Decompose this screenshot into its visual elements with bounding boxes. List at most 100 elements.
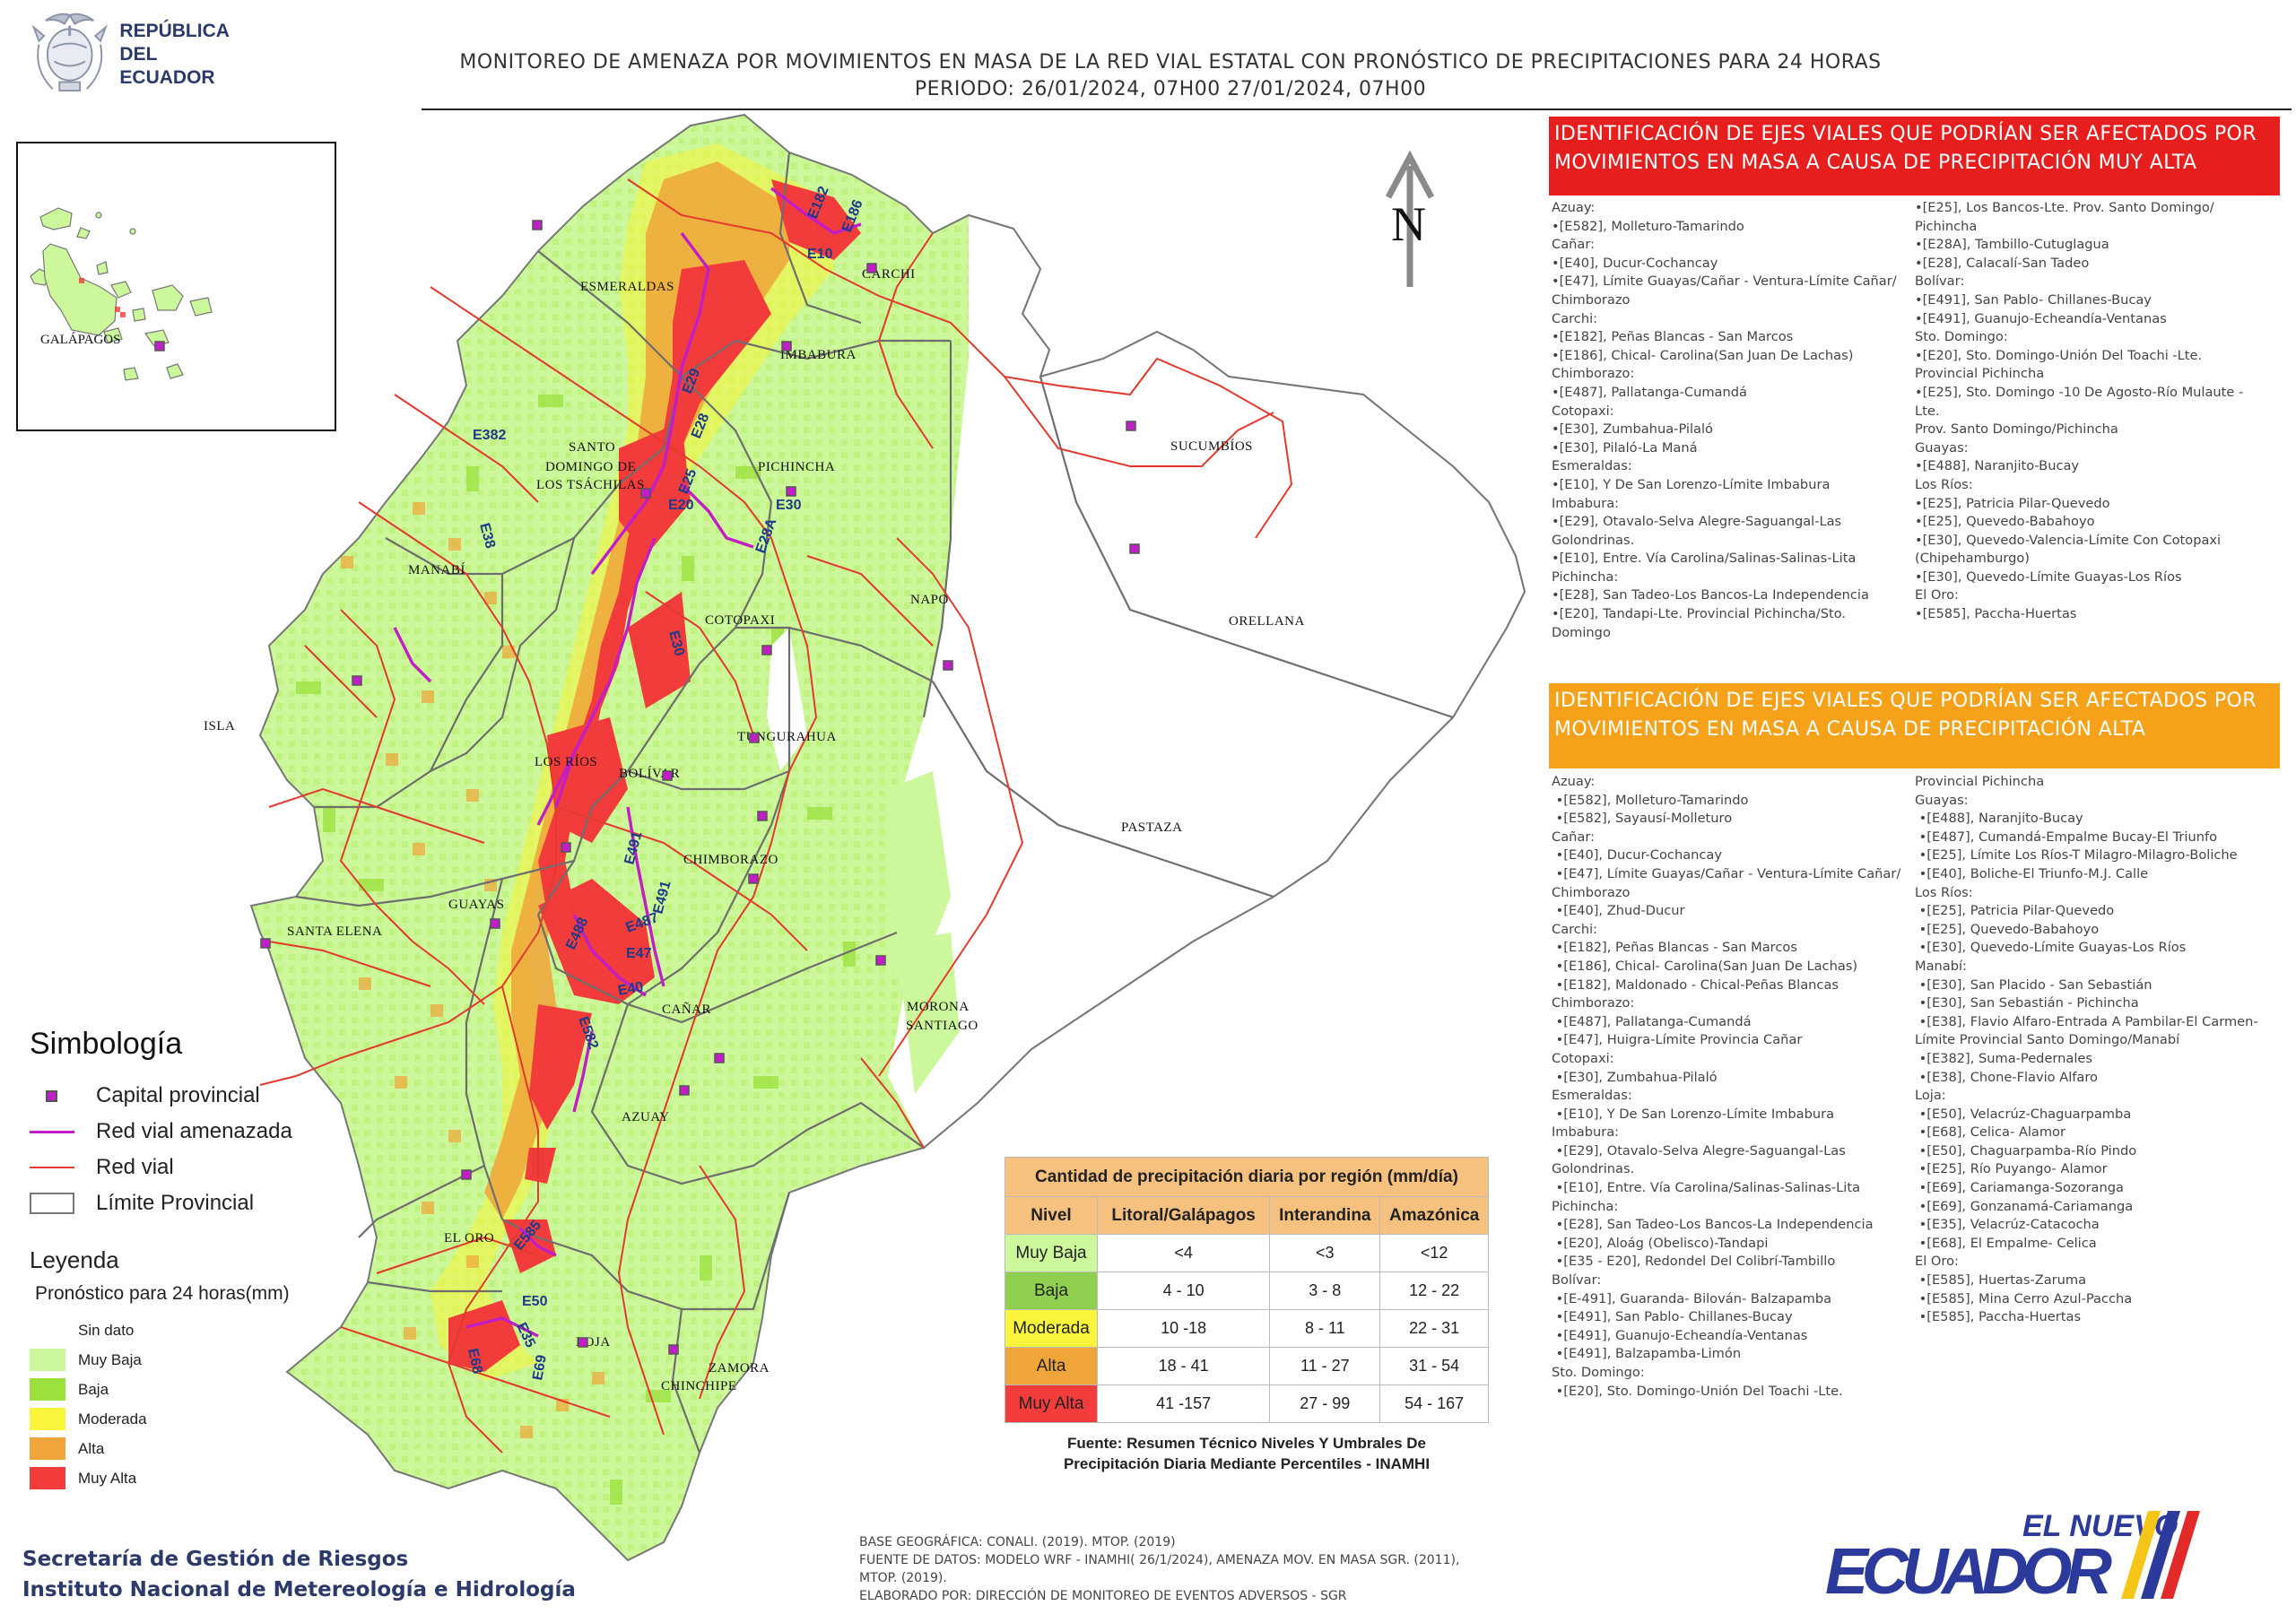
road-list-line: •[E50], Velacrúz-Chaguarpamba [1915, 1106, 2132, 1122]
level-cell: Muy Alta [1004, 1384, 1099, 1423]
capital-marker [761, 645, 772, 655]
high-column-1: Azuay: •[E582], Molleturo-Tamarindo •[E5… [1552, 773, 1915, 1401]
title-divider [422, 108, 2292, 110]
road-list-line: •[E582], Sayausí-Molleturo [1552, 811, 1733, 827]
province-azuay: AZUAY [622, 1110, 670, 1124]
value-cell: 4 - 10 [1097, 1271, 1271, 1310]
road-list-line: •[E40], Ducur-Cochancay [1552, 255, 1718, 271]
province-orellana: ORELLANA [1229, 614, 1305, 629]
province-morona-1: MORONA [907, 1000, 970, 1014]
table-row: Muy Alta 41 -157 27 - 99 54 - 167 [1004, 1384, 1489, 1423]
road-list-line: •[E182], Peñas Blancas - San Marcos [1552, 940, 1797, 956]
title-line-2: PERIODO: 26/01/2024, 07H00 27/01/2024, 0… [914, 78, 1427, 100]
province-pastaza: PASTAZA [1121, 820, 1182, 835]
legend-item: Baja [30, 1375, 388, 1404]
high-banner: IDENTIFICACIÓN DE EJES VIALES QUE PODRÍA… [1549, 683, 2280, 768]
value-cell: <12 [1379, 1234, 1489, 1272]
legend-swatch [30, 1319, 65, 1341]
threat-road-symbol-icon [30, 1121, 74, 1142]
road-list-line: Pichincha: [1552, 568, 1619, 585]
legend-subtitle: Pronóstico para 24 horas(mm) [35, 1283, 290, 1304]
capital-marker [561, 842, 571, 853]
province-santa-elena: SANTA ELENA [287, 924, 382, 939]
capital-marker [757, 811, 768, 821]
road-list-line: •[E20], Sto. Domingo-Unión Del Toachi -L… [1915, 347, 2203, 363]
road-list-line: •[E20], Tandapi-Lte. Provincial Pichinch… [1552, 606, 1847, 622]
legend-item: Sin dato [30, 1315, 388, 1345]
table-row: Alta 18 - 41 11 - 27 31 - 54 [1004, 1347, 1489, 1385]
ecuador-map[interactable]: E182 E186 E10 E29 E28 E382 E25 E38 E20 E… [0, 112, 1543, 1583]
level-cell: Muy Baja [1004, 1234, 1099, 1272]
table-header: Nivel [1004, 1196, 1099, 1235]
road-list-line: •[E25], Límite Los Ríos-T Milagro-Milagr… [1915, 847, 2238, 864]
road-list-line: Provincial Pichincha [1915, 366, 2045, 382]
galapagos-map: GALÁPAGOS [30, 207, 213, 381]
road-list-line: •[E491], Balzapamba-Limón [1552, 1346, 1742, 1362]
road-list-line: •[E585], Paccha-Huertas [1915, 606, 2077, 622]
province-guayas: GUAYAS [448, 898, 504, 912]
value-cell: 54 - 167 [1379, 1384, 1489, 1423]
road-list-line: •[E40], Ducur-Cochancay [1552, 847, 1722, 864]
province-sucumbios: SUCUMBÍOS [1170, 438, 1253, 454]
road-list-line: Chimborazo: [1552, 995, 1635, 1011]
threatened-roads [393, 187, 862, 1338]
road-list-line: •[E30], Quevedo-Límite Guayas-Los Ríos [1915, 568, 2182, 585]
galapagos-inset-map[interactable]: GALÁPAGOS [16, 142, 336, 431]
road-list-line: Esmeraldas: [1552, 1088, 1632, 1104]
logo-line-1: REPÚBLICA [119, 21, 230, 41]
value-cell: 12 - 22 [1379, 1271, 1489, 1310]
road-list-line: (Chipehamburgo) [1915, 551, 2030, 567]
value-cell: 10 -18 [1097, 1309, 1271, 1348]
country-outline [249, 113, 1526, 1562]
road-list-line: •[E20], Aloág (Obelisco)-Tandapi [1552, 1235, 1769, 1251]
road-list-line: Cañar: [1552, 829, 1595, 845]
road-list-line: •[E186], Chical- Carolina(San Juan De La… [1552, 347, 1854, 363]
road-list-line: •[E68], El Empalme- Celica [1915, 1235, 2097, 1251]
capital-marker [781, 341, 792, 352]
road-list-line: Bolívar: [1552, 1272, 1602, 1289]
capital-marker [748, 873, 759, 884]
road-label-e20: E20 [668, 498, 694, 513]
road-list-line: •[E25], Río Puyango- Alamor [1915, 1161, 2108, 1177]
province-napo: NAPO [910, 593, 949, 607]
value-cell: 41 -157 [1097, 1384, 1271, 1423]
value-cell: 11 - 27 [1269, 1347, 1381, 1385]
capital-marker [943, 660, 953, 671]
road-list-line: •[E30], Quevedo-Valencia-Límite Con Coto… [1915, 532, 2222, 548]
legend-swatch [30, 1408, 65, 1430]
value-cell: <3 [1269, 1234, 1381, 1272]
road-label-e10: E10 [807, 247, 833, 262]
road-list-line: Chimborazo: [1552, 366, 1635, 382]
capital-marker [749, 733, 760, 743]
base-note-2: FUENTE DE DATOS: MODELO WRF - INAMHI( 26… [859, 1553, 1460, 1567]
government-logo: REPÚBLICA DEL ECUADOR [27, 5, 251, 104]
province-pichincha: PICHINCHA [758, 460, 835, 474]
legend-item: Muy Alta [30, 1463, 388, 1493]
road-list-line: •[E47], Huigra-Límite Provincia Cañar [1552, 1032, 1803, 1048]
level-cell: Alta [1004, 1347, 1099, 1385]
road-list-line: •[E186], Chical- Carolina(San Juan De La… [1552, 958, 1858, 974]
province-canar: CAÑAR [662, 1002, 711, 1017]
road-list-line: Carchi: [1552, 310, 1598, 326]
province-los-rios: LOS RÍOS [535, 754, 597, 769]
value-cell: 22 - 31 [1379, 1309, 1489, 1348]
symbology-road: Red vial [30, 1150, 352, 1185]
symbology-label: Red vial [96, 1155, 174, 1179]
high-column-2: Provincial Pichincha Guayas: •[E488], Nar… [1915, 773, 2278, 1401]
table-header: Interandina [1269, 1196, 1381, 1235]
road-list-line: •[E25], Patricia Pilar-Quevedo [1915, 495, 2110, 511]
road-list-line: Guayas: [1915, 439, 1969, 456]
province-zamora-2: CHINCHIPE [661, 1379, 737, 1393]
value-cell: 3 - 8 [1269, 1271, 1381, 1310]
title-line-1: MONITOREO DE AMENAZA POR MOVIMIENTOS EN … [459, 51, 1882, 74]
table-row: Muy Baja <4 <3 <12 [1004, 1234, 1489, 1272]
province-santo-2: DOMINGO DE [545, 460, 636, 474]
road-list-line: •[E585], Paccha-Huertas [1915, 1309, 2082, 1325]
province-labels: ESMERALDAS CARCHI IMBABURA SUCUMBÍOS SAN… [204, 267, 1305, 1393]
province-el-oro: EL ORO [444, 1231, 494, 1245]
road-list-line: •[E68], Celica- Alamor [1915, 1124, 2066, 1141]
province-imbabura: IMBABURA [780, 348, 857, 362]
table-caption: Cantidad de precipitación diaria por reg… [1004, 1157, 1489, 1197]
capital-marker [714, 1053, 725, 1063]
road-list-line: •[E25], Sto. Domingo -10 De Agosto-Río M… [1915, 384, 2248, 419]
